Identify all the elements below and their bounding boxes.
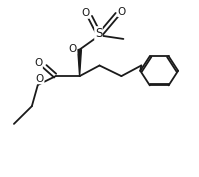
- Text: S: S: [95, 27, 102, 40]
- Text: O: O: [68, 44, 77, 54]
- Text: O: O: [81, 8, 89, 18]
- Text: O: O: [118, 7, 126, 16]
- Polygon shape: [78, 50, 81, 76]
- Text: O: O: [34, 58, 42, 68]
- Text: O: O: [36, 74, 44, 84]
